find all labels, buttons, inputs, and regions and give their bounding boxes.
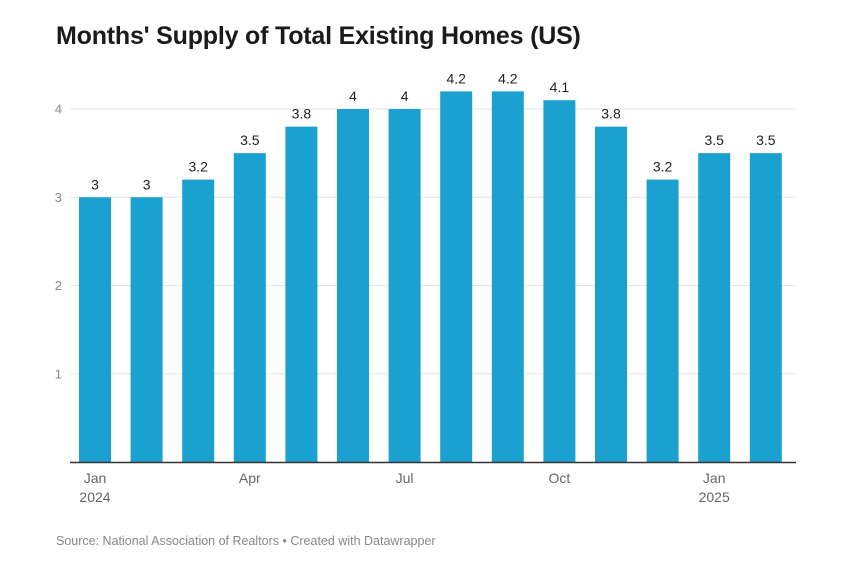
- bar: [79, 197, 111, 462]
- bar: [749, 153, 782, 462]
- y-tick-label: 2: [55, 278, 62, 293]
- source-note: Source: National Association of Realtors…: [56, 534, 436, 548]
- x-tick-label: Jan 2025: [699, 470, 730, 505]
- x-tick-label: Jan 2024: [79, 470, 110, 505]
- bar: [337, 109, 369, 462]
- data-labels: 3 3 3.2 3.5 3.8 4 4 4.2 4.2 4.1 3.8 3.2 3.5 3.5: [91, 70, 776, 192]
- x-tick-label-line: 2025: [699, 489, 730, 505]
- data-label: 4.2: [446, 70, 466, 86]
- bar: [595, 126, 627, 463]
- data-label: 3: [91, 176, 99, 192]
- y-axis-ticks: 1 2 3 4: [55, 102, 62, 382]
- data-label: 3.8: [292, 106, 312, 122]
- data-label: 4: [349, 88, 357, 104]
- x-tick-label-line: Jan: [703, 470, 726, 486]
- bar: [130, 197, 163, 462]
- data-label: 4: [401, 88, 409, 104]
- x-tick-label: Apr: [239, 470, 261, 486]
- bar: [698, 153, 731, 462]
- x-tick-label-line: Jul: [396, 470, 414, 486]
- data-label: 3.5: [756, 132, 776, 148]
- data-label: 4.2: [498, 70, 518, 86]
- bars: [79, 91, 782, 463]
- bar: [440, 91, 473, 462]
- data-label: 3.5: [704, 132, 724, 148]
- x-tick-label-line: Jan: [84, 470, 107, 486]
- bar: [182, 179, 215, 462]
- y-tick-label: 3: [55, 190, 62, 205]
- data-label: 3: [143, 176, 151, 192]
- data-label: 4.1: [550, 79, 570, 95]
- data-label: 3.5: [240, 132, 260, 148]
- x-tick-label-line: 2024: [79, 489, 110, 505]
- bar: [388, 109, 421, 462]
- x-tick-label-line: Oct: [549, 470, 571, 486]
- bar: [285, 126, 318, 463]
- data-label: 3.8: [601, 106, 621, 122]
- bar: [646, 179, 679, 462]
- gridlines: [70, 108, 796, 375]
- y-tick-label: 1: [55, 366, 62, 381]
- chart-title: Months' Supply of Total Existing Homes (…: [56, 22, 581, 50]
- data-label: 3.2: [653, 159, 673, 175]
- x-tick-label: Jul: [396, 470, 414, 486]
- x-axis-ticks: Jan 2024 Apr Jul Oct Jan 2025: [79, 470, 730, 505]
- bar: [491, 91, 524, 462]
- x-tick-label: Oct: [549, 470, 571, 486]
- bar: [543, 100, 576, 463]
- bar: [233, 153, 266, 462]
- data-label: 3.2: [188, 159, 208, 175]
- y-tick-label: 4: [55, 102, 62, 117]
- x-tick-label-line: Apr: [239, 470, 261, 486]
